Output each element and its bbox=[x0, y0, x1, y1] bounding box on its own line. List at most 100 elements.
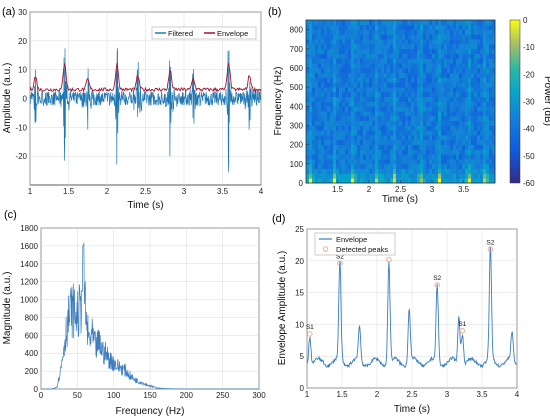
heatmap-cell bbox=[426, 43, 430, 50]
heatmap-cell bbox=[453, 163, 457, 170]
heatmap-cell bbox=[354, 48, 358, 54]
heatmap-cell bbox=[435, 29, 439, 35]
heatmap-cell bbox=[345, 144, 349, 150]
heatmap-cell bbox=[432, 178, 436, 184]
heatmap-cell bbox=[480, 96, 484, 102]
heatmap-cell bbox=[423, 63, 427, 69]
heatmap-cell bbox=[408, 67, 412, 74]
heatmap-cell bbox=[369, 63, 373, 69]
heatmap-cell bbox=[381, 77, 385, 83]
heatmap-cell bbox=[312, 77, 316, 83]
heatmap-cell bbox=[486, 72, 490, 78]
heatmap-cell bbox=[390, 115, 394, 122]
heatmap-cell bbox=[480, 77, 484, 83]
heatmap-cell bbox=[327, 154, 331, 160]
heatmap-cell bbox=[327, 96, 331, 102]
heatmap-cell bbox=[423, 159, 427, 165]
heatmap-cell bbox=[351, 168, 355, 174]
heatmap-cell bbox=[474, 139, 478, 146]
heatmap-cell bbox=[324, 111, 328, 117]
heatmap-cell bbox=[471, 82, 475, 88]
heatmap-cell bbox=[372, 154, 376, 160]
heatmap-cell bbox=[354, 77, 358, 83]
heatmap-cell bbox=[369, 115, 373, 122]
heatmap-cell bbox=[309, 120, 313, 126]
heatmap-cell bbox=[369, 168, 373, 174]
heatmap-cell bbox=[420, 168, 424, 174]
heatmap-cell bbox=[366, 20, 370, 26]
heatmap-cell bbox=[411, 20, 415, 26]
heatmap-cell bbox=[486, 87, 490, 93]
heatmap-cell bbox=[327, 101, 331, 107]
heatmap-cell bbox=[489, 58, 493, 64]
filtered-signal-line bbox=[29, 48, 262, 173]
heatmap-cell bbox=[492, 111, 496, 117]
heatmap-cell bbox=[429, 159, 433, 165]
heatmap-cell bbox=[345, 120, 349, 126]
heatmap-cell bbox=[480, 91, 484, 98]
heatmap-cell bbox=[444, 144, 448, 150]
heatmap-cell bbox=[318, 173, 322, 179]
heatmap-cell bbox=[447, 77, 451, 83]
heatmap-cell bbox=[450, 125, 454, 131]
heatmap-cell bbox=[456, 96, 460, 102]
heatmap-cell bbox=[486, 67, 490, 74]
heatmap-cell bbox=[399, 168, 403, 174]
heatmap-cell bbox=[318, 72, 322, 78]
heatmap-cell bbox=[396, 43, 400, 50]
heatmap-cell bbox=[306, 53, 310, 59]
heatmap-cell bbox=[336, 139, 340, 146]
heatmap-cell bbox=[465, 67, 469, 74]
heatmap-cell bbox=[369, 130, 373, 136]
heatmap-cell bbox=[450, 154, 454, 160]
heatmap-cell bbox=[363, 82, 367, 88]
heatmap-cell bbox=[423, 48, 427, 54]
heatmap-cell bbox=[414, 96, 418, 102]
heatmap-cell bbox=[390, 87, 394, 93]
heatmap-cell bbox=[465, 144, 469, 150]
heatmap-cell bbox=[456, 139, 460, 146]
heatmap-cell bbox=[315, 106, 319, 112]
heatmap-cell bbox=[354, 101, 358, 107]
y-tick-label: 20 bbox=[18, 37, 27, 46]
heatmap-cell bbox=[351, 173, 355, 179]
heatmap-cell bbox=[330, 82, 334, 88]
heatmap-cell bbox=[471, 130, 475, 136]
heatmap-cell bbox=[387, 125, 391, 131]
heatmap-cell bbox=[306, 67, 310, 74]
heatmap-cell bbox=[477, 168, 481, 174]
heatmap-cell bbox=[321, 34, 325, 40]
heatmap-cell bbox=[477, 91, 481, 98]
heatmap-cell bbox=[435, 130, 439, 136]
heatmap-cell bbox=[369, 154, 373, 160]
heatmap-cell bbox=[336, 120, 340, 126]
heatmap-cell bbox=[423, 101, 427, 107]
heatmap-cell bbox=[426, 72, 430, 78]
heatmap-cell bbox=[369, 111, 373, 117]
heatmap-cell bbox=[312, 125, 316, 131]
heatmap-cell bbox=[372, 144, 376, 150]
heatmap-cell bbox=[492, 168, 496, 174]
heatmap-cell bbox=[336, 159, 340, 165]
heatmap-cell bbox=[399, 139, 403, 146]
heatmap-cell bbox=[393, 154, 397, 160]
heatmap-cell bbox=[444, 115, 448, 122]
heatmap-cell bbox=[330, 39, 334, 45]
heatmap-cell bbox=[459, 63, 463, 69]
heatmap-cell bbox=[489, 24, 493, 30]
heatmap-cell bbox=[381, 130, 385, 136]
heatmap-cell bbox=[477, 144, 481, 150]
heatmap-cell bbox=[396, 130, 400, 136]
heatmap-cell bbox=[384, 82, 388, 88]
panel-d-xlabel: Time (s) bbox=[394, 404, 430, 415]
heatmap-cell bbox=[354, 163, 358, 170]
heatmap-cell bbox=[420, 125, 424, 131]
heatmap-cell bbox=[366, 135, 370, 141]
heatmap-cell bbox=[453, 29, 457, 35]
x-tick-label: 3.5 bbox=[476, 390, 488, 399]
heatmap-cell bbox=[399, 82, 403, 88]
heatmap-cell bbox=[474, 168, 478, 174]
heatmap-cell bbox=[369, 48, 373, 54]
heatmap-cell bbox=[345, 53, 349, 59]
heatmap-cell bbox=[321, 87, 325, 93]
